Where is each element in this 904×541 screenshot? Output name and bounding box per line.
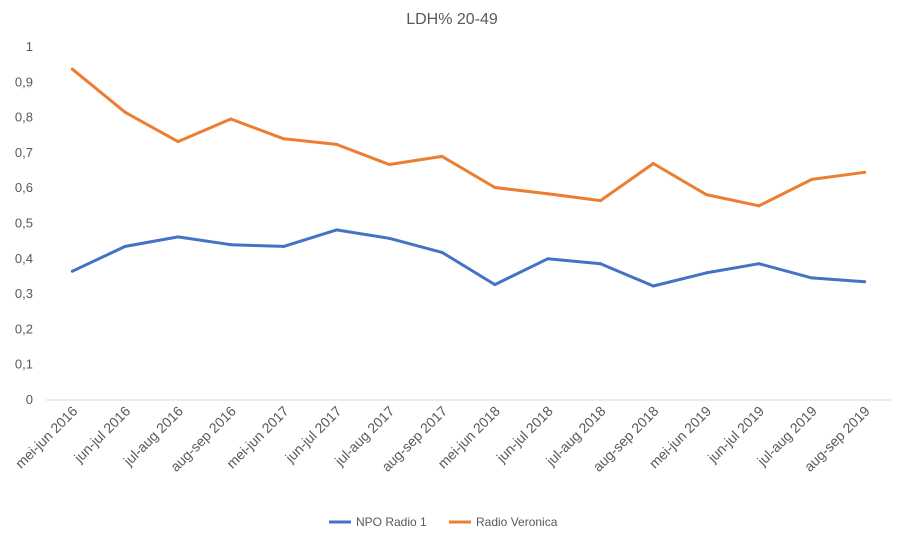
data-point [387,236,391,240]
data-point [757,204,761,208]
x-tick-label: mei-jun 2016 [12,403,81,472]
data-point [546,257,550,261]
data-point [282,244,286,248]
data-point [704,193,708,197]
data-point [176,140,180,144]
data-point [493,185,497,189]
series-line-0 [70,228,867,288]
data-point [863,280,867,284]
legend: NPO Radio 1 Radio Veronica [329,515,558,529]
data-point [70,269,74,273]
legend-label: Radio Veronica [476,515,558,529]
y-axis-ticks: 0 0,1 0,2 0,3 0,4 0,5 0,6 0,7 0,8 0,9 1 [15,39,33,407]
data-point [334,228,338,232]
data-point [599,199,603,203]
data-point [70,67,74,71]
y-tick-label: 0,8 [15,110,33,125]
data-point [387,163,391,167]
y-tick-label: 0,9 [15,74,33,89]
y-tick-label: 0,6 [15,180,33,195]
data-point [863,170,867,174]
data-point [651,284,655,288]
legend-label: NPO Radio 1 [356,515,427,529]
data-point [757,262,761,266]
data-point [810,177,814,181]
y-tick-label: 0,4 [15,251,33,266]
data-point [704,271,708,275]
series-line-1 [70,67,867,208]
data-point [810,276,814,280]
y-tick-label: 0,5 [15,216,33,231]
data-point [123,244,127,248]
y-tick-label: 0,2 [15,321,33,336]
y-tick-label: 0 [26,392,33,407]
y-tick-label: 0,7 [15,145,33,160]
chart-title: LDH% 20-49 [406,11,498,28]
data-point [123,110,127,114]
data-point [546,192,550,196]
data-point [229,117,233,121]
y-tick-label: 1 [26,39,33,54]
data-point [440,250,444,254]
data-point [651,161,655,165]
data-point [334,142,338,146]
y-tick-label: 0,3 [15,286,33,301]
data-point [440,154,444,158]
data-point [176,235,180,239]
data-point [493,283,497,287]
data-point [282,137,286,141]
series-lines [70,67,867,288]
y-tick-label: 0,1 [15,357,33,372]
data-point [599,262,603,266]
data-point [229,243,233,247]
